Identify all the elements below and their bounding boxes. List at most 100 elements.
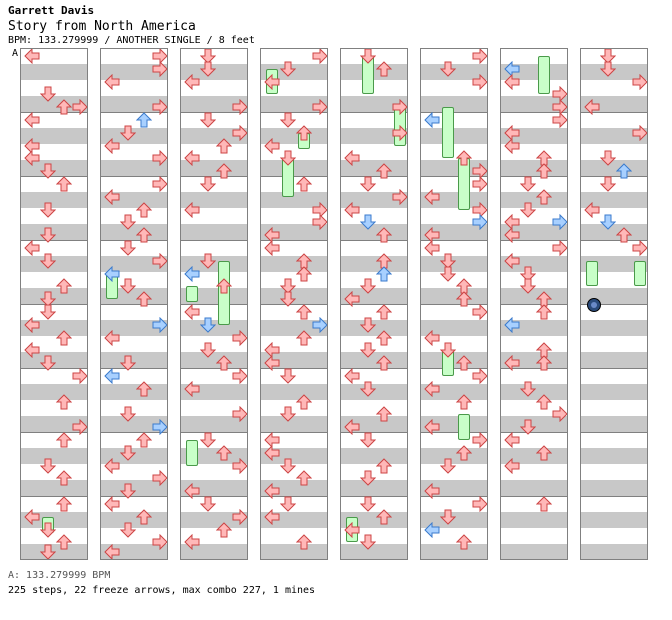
arrow-up-icon (135, 381, 153, 397)
beat-stripe (500, 480, 568, 496)
arrow-up-icon (55, 99, 73, 115)
arrow-down-icon (199, 112, 217, 128)
arrow-down-icon (439, 509, 457, 525)
arrow-right-icon (152, 252, 168, 270)
arrow-left-icon (184, 201, 200, 218)
measure-line (180, 176, 248, 177)
arrow-down-icon (119, 240, 137, 256)
arrow-left-icon (264, 354, 280, 372)
arrow-up-icon (375, 304, 393, 320)
measure-line (420, 368, 488, 369)
arrow-down-icon (199, 253, 217, 269)
arrow-down-icon (119, 355, 137, 371)
arrow-down-icon (199, 432, 217, 448)
arrow-up-icon (295, 265, 313, 282)
measure-line (500, 176, 568, 177)
freeze-arrow-up (538, 56, 550, 95)
measure-line (420, 304, 488, 305)
arrow-left-icon (264, 444, 280, 462)
arrow-up-icon (535, 189, 553, 205)
beat-stripe (580, 128, 648, 144)
measure-line (580, 432, 648, 433)
arrow-right-icon (232, 406, 248, 423)
arrow-right-icon (312, 316, 328, 334)
arrow-down-icon (279, 291, 297, 307)
arrow-left-icon (584, 201, 600, 218)
arrow-down-icon (119, 125, 137, 141)
song-title: Story from North America (8, 19, 196, 34)
arrow-left-icon (104, 265, 120, 282)
arrow-down-icon (359, 176, 377, 192)
arrow-down-icon (599, 48, 617, 64)
arrow-right-icon (472, 431, 488, 449)
beat-stripe (100, 512, 168, 528)
arrow-left-icon (344, 521, 360, 538)
measure-line (500, 432, 568, 433)
beat-stripe (420, 288, 488, 304)
arrow-left-icon (344, 418, 360, 436)
beat-stripe (420, 96, 488, 112)
arrow-left-icon (424, 521, 440, 538)
arrow-up-icon (535, 355, 553, 371)
arrow-up-icon (455, 355, 473, 371)
arrow-left-icon (184, 73, 200, 90)
beat-stripe (580, 64, 648, 80)
arrow-down-icon (599, 176, 617, 192)
arrow-down-icon (279, 61, 297, 77)
arrow-up-icon (295, 329, 313, 346)
beat-stripe (260, 544, 328, 560)
freeze-arrow-left (186, 440, 198, 466)
arrow-left-icon (184, 265, 200, 282)
arrow-up-icon (615, 163, 633, 179)
arrow-left-icon (344, 150, 360, 167)
beat-stripe (500, 192, 568, 208)
arrow-right-icon (392, 188, 408, 206)
measure-line (20, 496, 88, 497)
measure-line (580, 496, 648, 497)
measure-line (100, 432, 168, 433)
measure-line (260, 496, 328, 497)
arrow-down-icon (279, 406, 297, 423)
arrow-down-icon (119, 483, 137, 499)
arrow-left-icon (584, 98, 600, 116)
arrow-right-icon (232, 457, 248, 474)
beat-stripe (580, 224, 648, 240)
chart-column-1 (20, 48, 88, 560)
arrow-down-icon (279, 368, 297, 384)
measure-line (420, 112, 488, 113)
beat-stripe (100, 544, 168, 560)
arrow-down-icon (359, 342, 377, 359)
arrow-down-icon (359, 214, 377, 231)
arrow-down-icon (359, 534, 377, 551)
beat-stripe (580, 480, 648, 496)
arrow-right-icon (632, 124, 648, 142)
arrow-right-icon (152, 316, 168, 334)
arrow-down-icon (39, 202, 57, 218)
beat-stripe (500, 448, 568, 464)
arrow-left-icon (24, 48, 40, 65)
arrow-down-icon (119, 445, 137, 461)
arrow-down-icon (199, 496, 217, 512)
arrow-up-icon (55, 176, 73, 192)
arrow-left-icon (24, 150, 40, 167)
arrow-up-icon (455, 291, 473, 307)
chart-stats: 225 steps, 22 freeze arrows, max combo 2… (8, 585, 316, 596)
beat-stripe (180, 320, 248, 336)
chart-column-4 (260, 48, 328, 560)
measure-line (340, 432, 408, 433)
measure-line (420, 496, 488, 497)
arrow-left-icon (344, 367, 360, 385)
arrow-left-icon (24, 239, 40, 257)
measure-line (20, 112, 88, 113)
arrow-up-icon (135, 112, 153, 128)
measure-line (260, 112, 328, 113)
beat-stripe (340, 544, 408, 560)
beat-stripe (580, 512, 648, 528)
arrow-right-icon (312, 214, 328, 231)
beat-stripe (500, 160, 568, 176)
arrow-right-icon (232, 124, 248, 142)
arrow-down-icon (519, 381, 537, 397)
arrow-left-icon (504, 73, 520, 90)
beat-stripe (100, 384, 168, 400)
arrow-down-icon (39, 253, 57, 269)
